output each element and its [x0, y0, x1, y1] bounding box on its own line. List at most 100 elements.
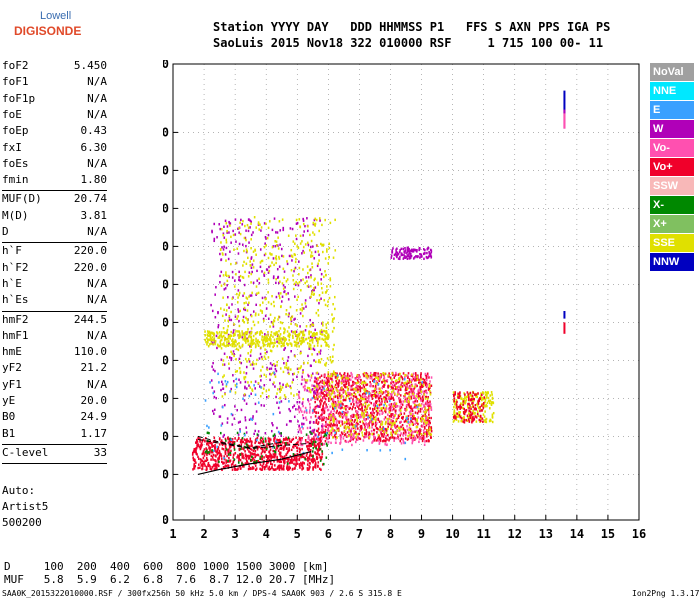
echo-point: [325, 416, 328, 420]
echo-point: [389, 409, 392, 412]
echo-point: [282, 267, 285, 271]
echo-point: [217, 457, 219, 460]
echo-point: [414, 248, 417, 252]
echo-point: [309, 426, 312, 429]
echo-point: [407, 417, 409, 421]
echo-point: [288, 440, 291, 443]
echo-point: [404, 376, 406, 379]
echo-point: [410, 254, 413, 258]
echo-point: [264, 343, 266, 347]
echo-point: [322, 329, 325, 333]
echo-point: [380, 389, 382, 393]
echo-point: [480, 404, 483, 407]
echo-point: [379, 374, 382, 377]
echo-point: [262, 461, 265, 464]
echo-point: [277, 315, 280, 319]
echo-point: [472, 419, 474, 423]
echo-point: [253, 362, 255, 366]
echo-point: [342, 374, 344, 378]
echo-point: [325, 361, 328, 365]
echo-point: [277, 341, 280, 345]
echo-point: [297, 367, 300, 370]
echo-point: [211, 443, 213, 446]
echo-point: [467, 398, 470, 401]
echo-point: [222, 387, 225, 390]
echo-point: [300, 279, 302, 282]
echo-point: [406, 408, 408, 411]
echo-point: [335, 373, 337, 377]
echo-point: [469, 391, 472, 395]
echo-point: [217, 323, 220, 327]
echo-point: [409, 397, 411, 400]
echo-point: [209, 331, 212, 335]
echo-point: [312, 231, 314, 234]
echo-point: [206, 424, 208, 428]
echo-point: [317, 450, 319, 453]
echo-point: [327, 397, 330, 400]
echo-point: [482, 413, 485, 416]
echo-point: [320, 282, 323, 285]
echo-point: [454, 391, 457, 394]
echo-point: [424, 372, 427, 376]
echo-point: [248, 271, 251, 274]
echo-point: [352, 426, 355, 430]
echo-point: [286, 330, 289, 333]
param-row: yF2 21.2: [2, 361, 107, 374]
echo-point: [423, 378, 426, 382]
echo-point: [301, 378, 303, 381]
echo-point: [252, 281, 255, 284]
echo-point: [282, 284, 285, 287]
echo-point: [315, 396, 317, 399]
echo-point: [263, 447, 266, 450]
echo-point: [265, 307, 268, 310]
echo-point: [377, 393, 380, 396]
echo-point: [292, 240, 295, 243]
echo-point: [384, 408, 386, 411]
echo-point: [371, 374, 374, 377]
echo-point: [329, 285, 332, 288]
echo-point: [414, 376, 416, 379]
echo-point: [319, 387, 321, 390]
echo-point: [479, 397, 481, 400]
echo-point: [311, 450, 314, 453]
echo-point: [381, 435, 383, 438]
echo-point: [427, 386, 430, 390]
echo-point: [399, 398, 402, 401]
echo-point: [429, 389, 431, 393]
x-tick-label: 7: [356, 527, 363, 541]
echo-point: [301, 422, 303, 425]
echo-point: [399, 249, 401, 252]
echo-point: [306, 280, 308, 283]
echo-point: [290, 322, 292, 326]
echo-point: [351, 423, 354, 426]
echo-point: [425, 255, 428, 259]
echo-point: [340, 395, 342, 398]
echo-point: [276, 231, 279, 234]
echo-point: [263, 467, 266, 471]
echo-point: [310, 274, 312, 277]
echo-point: [345, 415, 348, 418]
echo-point: [247, 275, 250, 278]
echo-point: [221, 383, 224, 386]
echo-point: [424, 431, 427, 434]
echo-point: [234, 333, 236, 337]
echo-point: [270, 367, 273, 370]
echo-point: [216, 453, 219, 456]
echo-point: [309, 406, 311, 409]
echo-point: [411, 409, 414, 413]
echo-point: [250, 338, 253, 341]
echo-point: [279, 451, 282, 454]
echo-point: [460, 397, 462, 400]
echo-point: [344, 398, 347, 402]
echo-point: [320, 391, 323, 394]
echo-point: [467, 402, 469, 406]
echo-point: [275, 255, 278, 258]
echo-point: [416, 378, 419, 382]
echo-point: [428, 406, 431, 410]
echo-point: [386, 417, 389, 421]
echo-point: [333, 429, 336, 432]
echo-point: [484, 404, 486, 408]
echo-point: [308, 465, 311, 468]
echo-point: [321, 399, 323, 403]
echo-point: [225, 385, 228, 388]
